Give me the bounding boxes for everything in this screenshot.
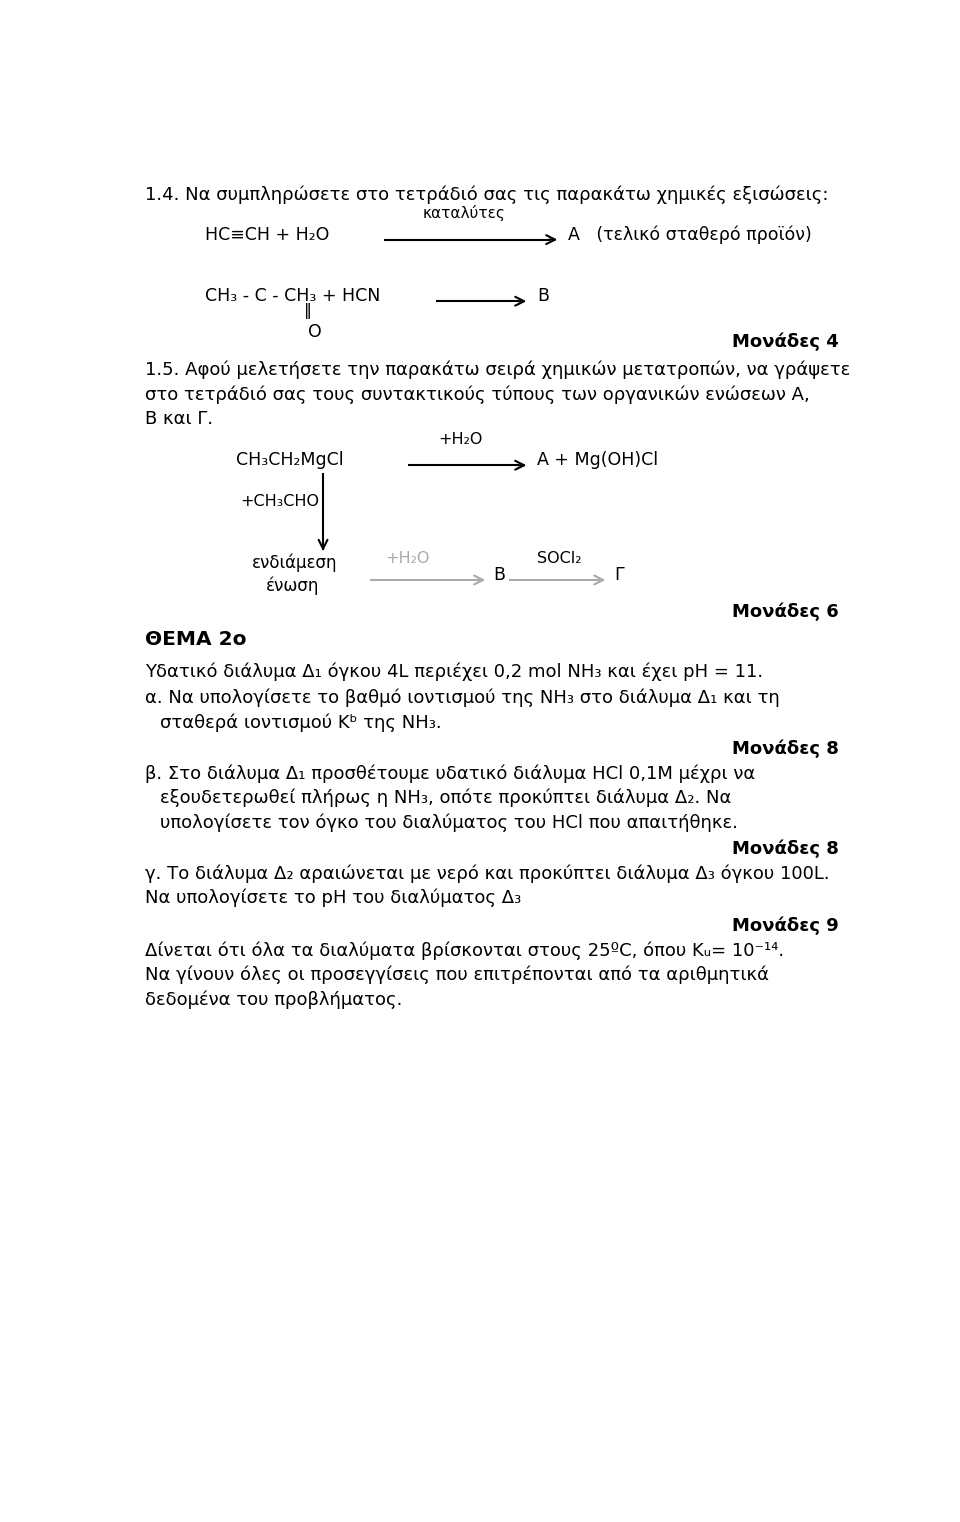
Text: ενδιάμεση: ενδιάμεση — [252, 552, 337, 572]
Text: Δίνεται ότι όλα τα διαλύματα βρίσκονται στους 25ºC, όπου Kᵤ= 10⁻¹⁴.: Δίνεται ότι όλα τα διαλύματα βρίσκονται … — [145, 941, 784, 960]
Text: ‖: ‖ — [304, 303, 312, 320]
Text: ένωση: ένωση — [266, 577, 319, 595]
Text: Υδατικό διάλυμα Δ₁ όγκου 4L περιέχει 0,2 mol NH₃ και έχει pH = 11.: Υδατικό διάλυμα Δ₁ όγκου 4L περιέχει 0,2… — [145, 662, 763, 680]
Text: B: B — [537, 288, 549, 306]
Text: Β και Γ.: Β και Γ. — [145, 411, 213, 428]
Text: γ. Το διάλυμα Δ₂ αραιώνεται με νερό και προκύπτει διάλυμα Δ₃ όγκου 100L.: γ. Το διάλυμα Δ₂ αραιώνεται με νερό και … — [145, 864, 829, 883]
Text: Μονάδες 6: Μονάδες 6 — [732, 603, 839, 621]
Text: Μονάδες 8: Μονάδες 8 — [732, 740, 839, 758]
Text: Να υπολογίσετε το pH του διαλύματος Δ₃: Να υπολογίσετε το pH του διαλύματος Δ₃ — [145, 889, 521, 907]
Text: δεδομένα του προβλήματος.: δεδομένα του προβλήματος. — [145, 991, 402, 1009]
Text: HC≡CH + H₂O: HC≡CH + H₂O — [205, 225, 329, 244]
Text: Γ: Γ — [614, 566, 624, 584]
Text: SOCl₂: SOCl₂ — [537, 551, 582, 566]
Text: A + Mg(OH)Cl: A + Mg(OH)Cl — [537, 451, 658, 469]
Text: Μονάδες 8: Μονάδες 8 — [732, 840, 839, 858]
Text: εξουδετερωθεί πλήρως η ΝΗ₃, οπότε προκύπτει διάλυμα Δ₂. Να: εξουδετερωθεί πλήρως η ΝΗ₃, οπότε προκύπ… — [160, 788, 732, 807]
Text: ΘΕΜΑ 2ο: ΘΕΜΑ 2ο — [145, 630, 247, 648]
Text: B: B — [493, 566, 506, 584]
Text: O: O — [307, 323, 322, 341]
Text: CH₃ - C - CH₃ + HCN: CH₃ - C - CH₃ + HCN — [205, 288, 380, 306]
Text: καταλύτες: καταλύτες — [422, 205, 505, 221]
Text: α. Να υπολογίσετε το βαθμό ιοντισμού της ΝΗ₃ στο διάλυμα Δ₁ και τη: α. Να υπολογίσετε το βαθμό ιοντισμού της… — [145, 688, 780, 708]
Text: +H₂O: +H₂O — [438, 432, 482, 446]
Text: A   (τελικό σταθερό προϊόν): A (τελικό σταθερό προϊόν) — [568, 225, 812, 244]
Text: Μονάδες 9: Μονάδες 9 — [732, 916, 839, 935]
Text: +CH₃CHO: +CH₃CHO — [240, 495, 319, 508]
Text: 1.5. Αφού μελετήσετε την παρακάτω σειρά χημικών μετατροπών, να γράψετε: 1.5. Αφού μελετήσετε την παρακάτω σειρά … — [145, 361, 850, 379]
Text: στο τετράδιό σας τους συντακτικούς τύπους των οργανικών ενώσεων Α,: στο τετράδιό σας τους συντακτικούς τύπου… — [145, 385, 809, 403]
Text: Να γίνουν όλες οι προσεγγίσεις που επιτρέπονται από τα αριθμητικά: Να γίνουν όλες οι προσεγγίσεις που επιτρ… — [145, 966, 769, 985]
Text: β. Στο διάλυμα Δ₁ προσθέτουμε υδατικό διάλυμα HCl 0,1Μ μέχρι να: β. Στο διάλυμα Δ₁ προσθέτουμε υδατικό δι… — [145, 764, 756, 782]
Text: +H₂O: +H₂O — [385, 551, 429, 566]
Text: CH₃CH₂MgCl: CH₃CH₂MgCl — [236, 451, 344, 469]
Text: υπολογίσετε τον όγκο του διαλύματος του HCl που απαιτήθηκε.: υπολογίσετε τον όγκο του διαλύματος του … — [160, 813, 738, 833]
Text: Μονάδες 4: Μονάδες 4 — [732, 333, 839, 352]
Text: 1.4. Να συμπληρώσετε στο τετράδιό σας τις παρακάτω χημικές εξισώσεις:: 1.4. Να συμπληρώσετε στο τετράδιό σας τι… — [145, 186, 828, 204]
Text: σταθερά ιοντισμού Kᵇ της ΝΗ₃.: σταθερά ιοντισμού Kᵇ της ΝΗ₃. — [160, 714, 442, 732]
